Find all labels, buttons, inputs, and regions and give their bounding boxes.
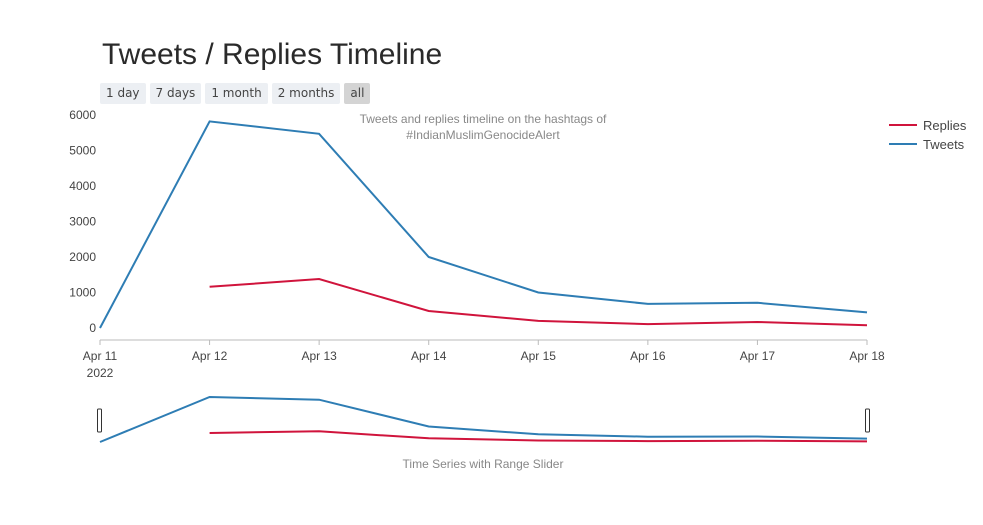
x-tick-label: Apr 14 xyxy=(411,349,447,363)
y-axis-ticks: 0 1000 2000 3000 4000 5000 6000 xyxy=(69,108,96,335)
range-button-all[interactable]: all xyxy=(344,83,371,104)
range-selector: 1 day 7 days 1 month 2 months all xyxy=(100,83,371,104)
range-button-2-months[interactable]: 2 months xyxy=(271,83,341,104)
y-tick-label: 4000 xyxy=(69,179,96,193)
range-button-1-day[interactable]: 1 day xyxy=(100,83,146,104)
series-line-replies xyxy=(209,277,868,327)
range-slider-lines xyxy=(99,395,868,443)
range-slider-line-replies xyxy=(209,430,868,443)
legend-label-replies[interactable]: Replies xyxy=(923,118,967,133)
y-tick-label: 2000 xyxy=(69,250,96,264)
x-tick-label: Apr 11 xyxy=(83,349,118,363)
chart-annotation-line-2: #IndianMuslimGenocideAlert xyxy=(406,128,560,142)
range-slider-caption: Time Series with Range Slider xyxy=(403,457,564,471)
range-button-7-days[interactable]: 7 days xyxy=(149,83,202,104)
chart-annotation-line-1: Tweets and replies timeline on the hasht… xyxy=(360,112,607,126)
legend-label-tweets[interactable]: Tweets xyxy=(923,137,965,152)
x-axis-ticks: Apr 11 Apr 12 Apr 13 Apr 14 Apr 15 Apr 16 Apr … xyxy=(83,340,885,363)
y-tick-label: 0 xyxy=(89,321,96,335)
legend: Replies Tweets xyxy=(889,118,967,152)
series-line-tweets xyxy=(99,120,868,329)
range-slider-left-handle[interactable] xyxy=(97,408,102,433)
y-tick-label: 6000 xyxy=(69,108,96,122)
x-tick-label: Apr 15 xyxy=(521,349,557,363)
range-slider-line-tweets xyxy=(99,395,868,443)
y-tick-label: 5000 xyxy=(69,144,96,158)
x-tick-label: Apr 18 xyxy=(849,349,885,363)
y-tick-label: 3000 xyxy=(69,215,96,229)
main-plot-lines xyxy=(99,120,868,329)
range-button-1-month[interactable]: 1 month xyxy=(205,83,268,104)
x-tick-label: Apr 16 xyxy=(630,349,666,363)
x-tick-label: Apr 17 xyxy=(740,349,776,363)
x-tick-label: Apr 12 xyxy=(192,349,228,363)
x-axis-year-label: 2022 xyxy=(87,366,114,380)
range-slider-right-handle[interactable] xyxy=(865,408,870,433)
y-tick-label: 1000 xyxy=(69,286,96,300)
chart-title: Tweets / Replies Timeline xyxy=(102,38,443,71)
x-tick-label: Apr 13 xyxy=(301,349,337,363)
